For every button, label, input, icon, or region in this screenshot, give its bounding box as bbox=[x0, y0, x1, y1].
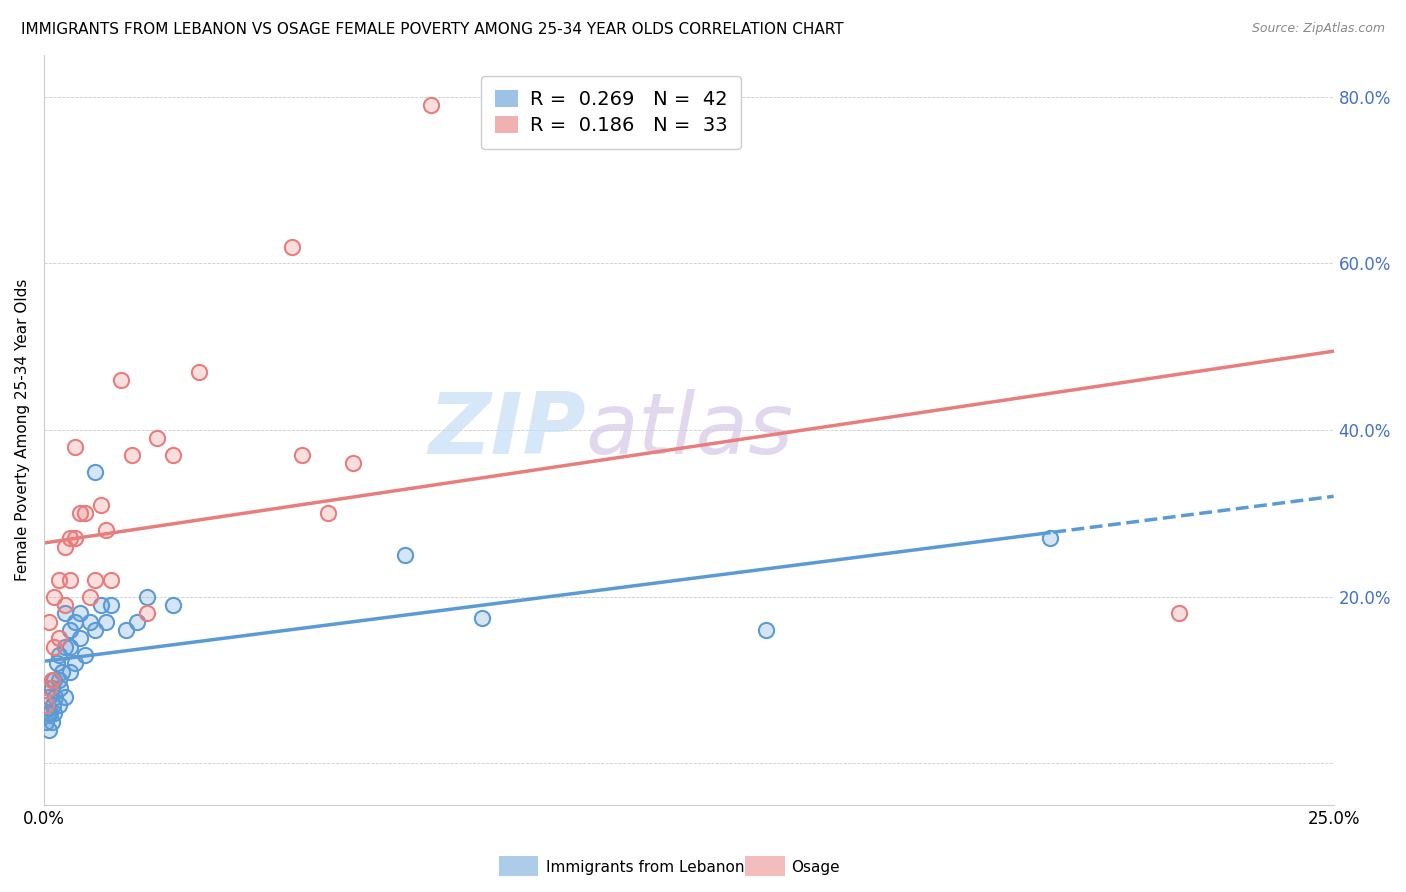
Point bbox=[69, 632, 91, 646]
Point bbox=[59, 532, 82, 546]
Text: ZIP: ZIP bbox=[427, 389, 585, 472]
Point bbox=[63, 440, 86, 454]
Point bbox=[63, 532, 86, 546]
Point bbox=[53, 607, 76, 621]
Point bbox=[35, 714, 58, 729]
Point bbox=[84, 465, 107, 479]
Point bbox=[316, 507, 339, 521]
Point bbox=[38, 690, 60, 704]
Point bbox=[100, 573, 122, 587]
Point bbox=[125, 615, 148, 629]
Point bbox=[79, 615, 101, 629]
Text: atlas: atlas bbox=[585, 389, 793, 472]
Point bbox=[49, 681, 72, 696]
Point bbox=[35, 698, 58, 712]
Point bbox=[136, 590, 159, 604]
Point bbox=[51, 665, 73, 679]
Point bbox=[136, 607, 159, 621]
Point bbox=[41, 681, 63, 696]
Point bbox=[75, 507, 97, 521]
Point bbox=[59, 573, 82, 587]
Point bbox=[1167, 607, 1189, 621]
Point bbox=[53, 598, 76, 612]
Point bbox=[187, 365, 209, 379]
Point bbox=[44, 706, 66, 721]
Point bbox=[48, 573, 70, 587]
Point bbox=[44, 673, 66, 687]
Point bbox=[38, 615, 60, 629]
Point bbox=[79, 590, 101, 604]
Point bbox=[90, 498, 112, 512]
Point bbox=[48, 673, 70, 687]
Point bbox=[44, 640, 66, 654]
Point bbox=[755, 623, 778, 637]
Point bbox=[162, 598, 184, 612]
Legend: R =  0.269   N =  42, R =  0.186   N =  33: R = 0.269 N = 42, R = 0.186 N = 33 bbox=[481, 76, 741, 149]
Point bbox=[1039, 532, 1062, 546]
Point bbox=[342, 457, 364, 471]
Point bbox=[41, 714, 63, 729]
Text: IMMIGRANTS FROM LEBANON VS OSAGE FEMALE POVERTY AMONG 25-34 YEAR OLDS CORRELATIO: IMMIGRANTS FROM LEBANON VS OSAGE FEMALE … bbox=[21, 22, 844, 37]
Point bbox=[291, 448, 314, 462]
Point bbox=[37, 706, 59, 721]
Point bbox=[69, 507, 91, 521]
Point bbox=[59, 623, 82, 637]
Point bbox=[39, 706, 62, 721]
Point bbox=[84, 623, 107, 637]
Point bbox=[38, 723, 60, 737]
Point bbox=[146, 432, 169, 446]
Point bbox=[394, 548, 416, 562]
Point bbox=[59, 640, 82, 654]
Point bbox=[59, 665, 82, 679]
Point bbox=[94, 523, 117, 537]
Text: Osage: Osage bbox=[792, 861, 841, 875]
Point bbox=[63, 615, 86, 629]
Point bbox=[75, 648, 97, 662]
Point bbox=[69, 607, 91, 621]
Point bbox=[121, 448, 143, 462]
Point bbox=[38, 681, 60, 696]
Point bbox=[53, 640, 76, 654]
Point bbox=[471, 610, 494, 624]
Text: Immigrants from Lebanon: Immigrants from Lebanon bbox=[546, 861, 744, 875]
Point bbox=[280, 240, 302, 254]
Point bbox=[44, 690, 66, 704]
Point bbox=[48, 698, 70, 712]
Point bbox=[100, 598, 122, 612]
Y-axis label: Female Poverty Among 25-34 Year Olds: Female Poverty Among 25-34 Year Olds bbox=[15, 279, 30, 582]
Point bbox=[48, 648, 70, 662]
Point bbox=[419, 98, 441, 112]
Point bbox=[48, 632, 70, 646]
Point bbox=[63, 657, 86, 671]
Point bbox=[41, 673, 63, 687]
Point bbox=[110, 373, 132, 387]
Point bbox=[44, 590, 66, 604]
Point bbox=[53, 540, 76, 554]
Point bbox=[53, 690, 76, 704]
Point bbox=[42, 698, 65, 712]
Point bbox=[115, 623, 138, 637]
Point bbox=[90, 598, 112, 612]
Point bbox=[84, 573, 107, 587]
Text: Source: ZipAtlas.com: Source: ZipAtlas.com bbox=[1251, 22, 1385, 36]
Point bbox=[45, 657, 67, 671]
Point bbox=[162, 448, 184, 462]
Point bbox=[94, 615, 117, 629]
